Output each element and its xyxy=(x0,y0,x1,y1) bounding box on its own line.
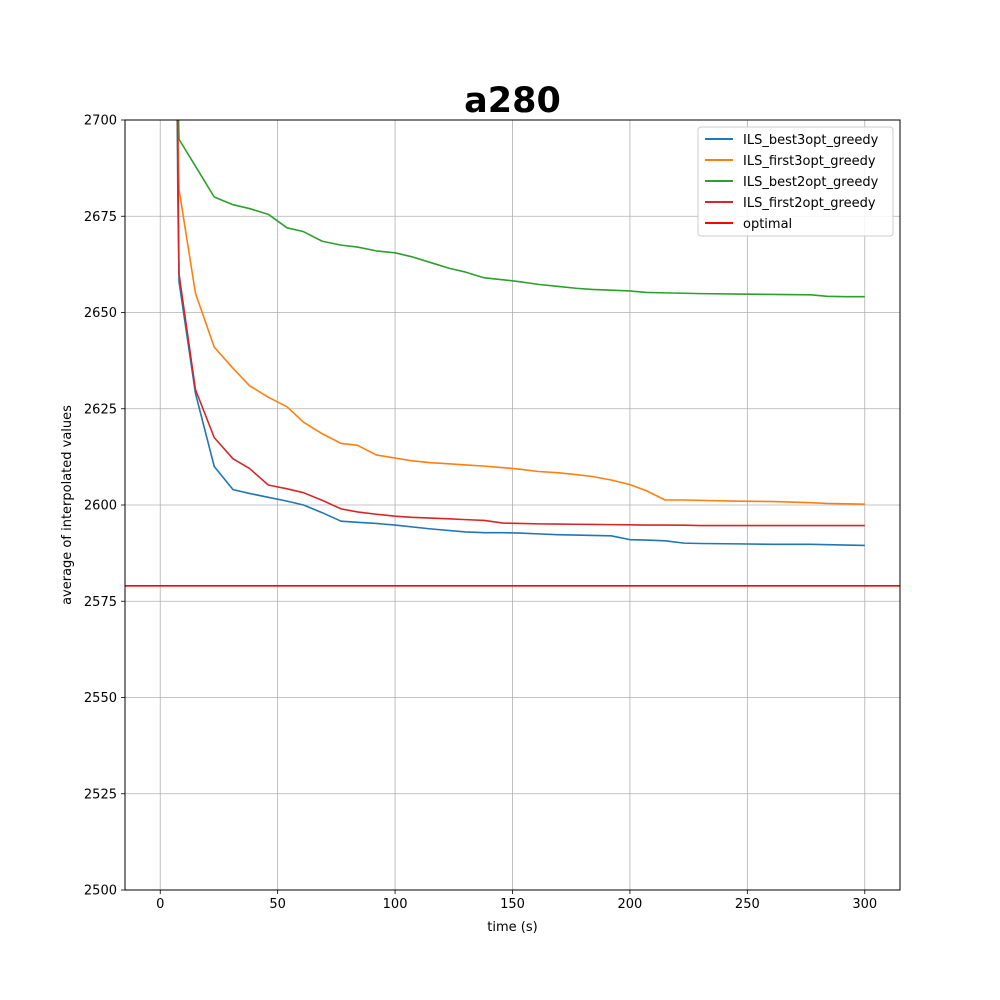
legend-label-ils-first2opt-greedy: ILS_first2opt_greedy xyxy=(743,196,876,211)
legend-label-ils-best2opt-greedy: ILS_best2opt_greedy xyxy=(743,175,879,190)
x-tick-label: 150 xyxy=(500,897,525,912)
series-line-ils-first3opt-greedy xyxy=(177,120,865,506)
legend: ILS_best3opt_greedy ILS_first3opt_greedy I… xyxy=(697,126,894,237)
x-tick-label: 200 xyxy=(618,897,643,912)
x-tick-label: 250 xyxy=(735,897,760,912)
x-axis-label: time (s) xyxy=(487,920,537,935)
y-tick-label: 2500 xyxy=(84,884,117,899)
y-tick-label: 2525 xyxy=(84,787,117,802)
legend-label-ils-first3opt-greedy: ILS_first3opt_greedy xyxy=(743,154,876,169)
series-line-ils-best3opt-greedy xyxy=(176,120,865,547)
legend-label-ils-best3opt-greedy: ILS_best3opt_greedy xyxy=(743,133,879,148)
y-tick-label: 2675 xyxy=(84,210,117,225)
series-line-ils-first2opt-greedy xyxy=(176,120,865,527)
y-tick-label: 2650 xyxy=(84,306,117,321)
x-tick-label: 0 xyxy=(156,897,164,912)
x-tick-label: 50 xyxy=(269,897,286,912)
series-line-ils-best2opt-greedy xyxy=(177,120,865,298)
y-tick-label: 2575 xyxy=(84,595,117,610)
y-axis-label: average of interpolated values xyxy=(60,405,75,605)
y-tick-label: 2550 xyxy=(84,691,117,706)
x-tick-label: 100 xyxy=(383,897,408,912)
legend-label-optimal: optimal xyxy=(743,217,792,232)
series-lines xyxy=(125,120,900,587)
y-tick-label: 2625 xyxy=(84,402,117,417)
axis-ticks: 0 50 100 150 200 250 300 2500 2525 2550 2575 2600 26… xyxy=(84,114,877,913)
x-tick-label: 300 xyxy=(852,897,877,912)
legend-frame xyxy=(697,126,894,237)
chart-title: a280 xyxy=(464,81,561,121)
y-tick-label: 2700 xyxy=(84,114,117,129)
y-tick-label: 2600 xyxy=(84,499,117,514)
